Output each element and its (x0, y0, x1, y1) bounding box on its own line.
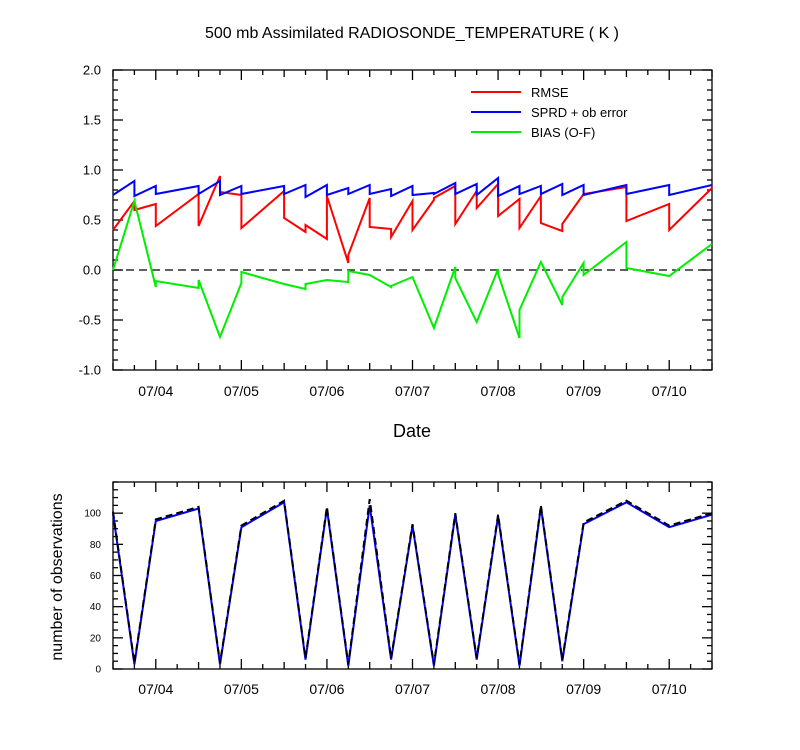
series-line-sprd-ob-error (112, 175, 713, 199)
x-tick-label: 07/05 (224, 681, 259, 697)
y-tick-label: 20 (90, 633, 102, 644)
x-tick-label: 07/05 (224, 383, 259, 399)
x-tick-label: 07/09 (566, 681, 601, 697)
x-axis-label: Date (393, 421, 431, 441)
x-tick-label: 07/08 (481, 383, 516, 399)
chart-title: 500 mb Assimilated RADIOSONDE_TEMPERATUR… (205, 25, 619, 42)
y-tick-label: 100 (84, 509, 101, 520)
legend-label: BIAS (O-F) (531, 125, 595, 140)
x-tick-label: 07/07 (395, 681, 430, 697)
x-tick-label: 07/04 (138, 681, 173, 697)
y-tick-label: 2.0 (83, 63, 101, 78)
y-tick-label: 1.5 (83, 113, 101, 128)
y-axis-label: number of observations (49, 493, 66, 660)
series-line-possible (112, 498, 713, 665)
y-tick-label: 80 (90, 540, 102, 551)
y-tick-label: 0.5 (83, 213, 101, 228)
y-tick-label: 60 (90, 571, 102, 582)
legend-label: RMSE (531, 85, 569, 100)
y-tick-label: -0.5 (79, 313, 101, 328)
plot-frame (112, 481, 713, 670)
x-tick-label: 07/04 (138, 383, 173, 399)
x-tick-label: 07/08 (481, 681, 516, 697)
top-chart: 500 mb Assimilated RADIOSONDE_TEMPERATUR… (79, 25, 713, 441)
x-tick-label: 07/09 (566, 383, 601, 399)
y-tick-label: 0.0 (83, 263, 101, 278)
x-tick-label: 07/06 (309, 383, 344, 399)
x-tick-label: 07/10 (652, 383, 687, 399)
y-tick-label: 0 (95, 665, 101, 676)
x-tick-label: 07/06 (309, 681, 344, 697)
y-tick-label: -1.0 (79, 363, 101, 378)
x-tick-label: 07/10 (652, 681, 687, 697)
y-tick-label: 1.0 (83, 163, 101, 178)
legend-label: SPRD + ob error (531, 105, 628, 120)
series-line-bias-o-f (112, 197, 713, 340)
x-tick-label: 07/07 (395, 383, 430, 399)
y-tick-label: 40 (90, 602, 102, 613)
